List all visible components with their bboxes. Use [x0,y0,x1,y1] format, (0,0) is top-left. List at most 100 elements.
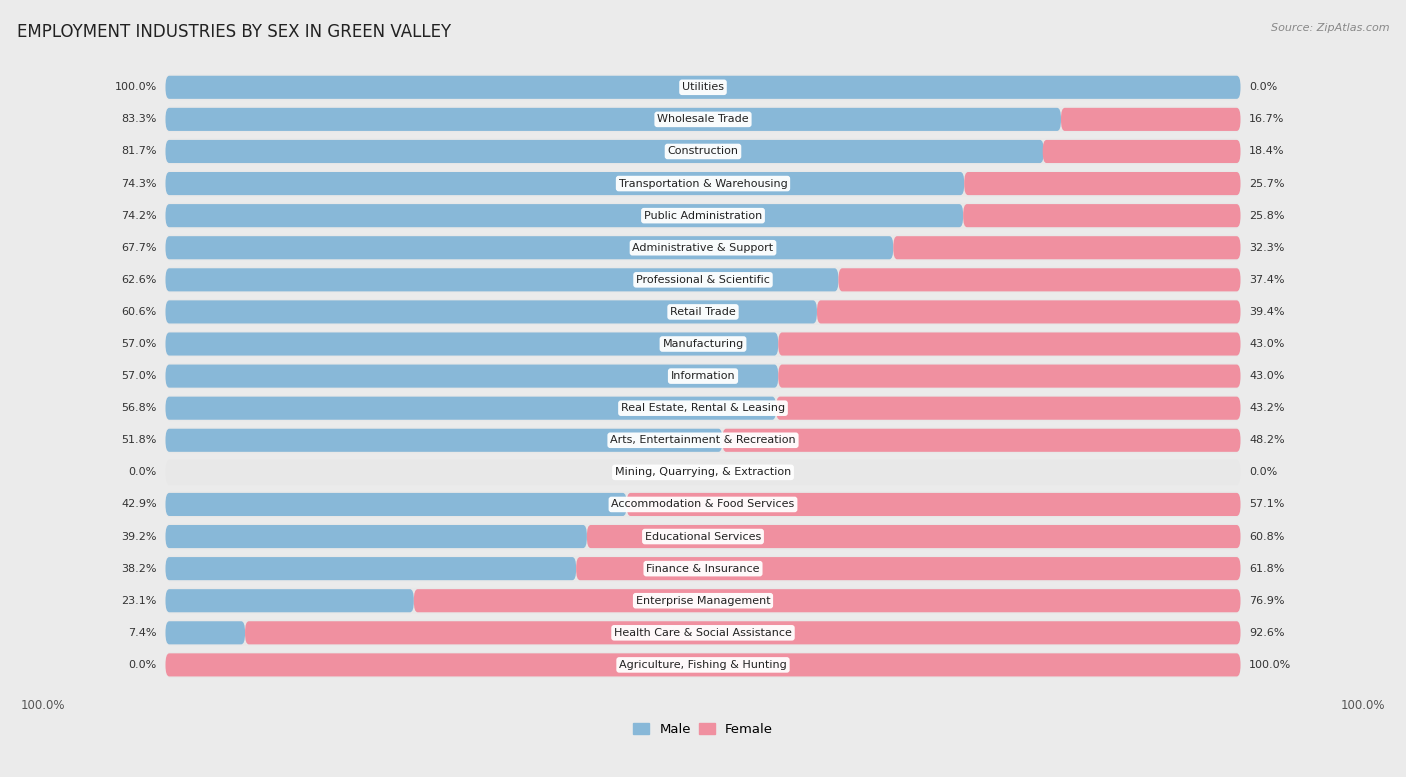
FancyBboxPatch shape [166,364,1240,389]
Text: 0.0%: 0.0% [1249,82,1277,92]
FancyBboxPatch shape [838,268,1240,291]
FancyBboxPatch shape [166,171,1240,197]
Text: 57.0%: 57.0% [121,371,157,381]
Text: 23.1%: 23.1% [121,596,157,606]
FancyBboxPatch shape [1062,108,1240,131]
Text: Agriculture, Fishing & Hunting: Agriculture, Fishing & Hunting [619,660,787,670]
FancyBboxPatch shape [166,140,1043,163]
FancyBboxPatch shape [723,429,1240,452]
Text: 100.0%: 100.0% [1341,699,1386,712]
Text: 92.6%: 92.6% [1249,628,1285,638]
FancyBboxPatch shape [166,652,1240,678]
Text: 0.0%: 0.0% [1249,467,1277,477]
Text: 81.7%: 81.7% [121,147,157,156]
Text: 60.6%: 60.6% [122,307,157,317]
FancyBboxPatch shape [166,203,1240,228]
Text: EMPLOYMENT INDUSTRIES BY SEX IN GREEN VALLEY: EMPLOYMENT INDUSTRIES BY SEX IN GREEN VA… [17,23,451,41]
Text: 83.3%: 83.3% [121,114,157,124]
FancyBboxPatch shape [166,267,1240,293]
FancyBboxPatch shape [166,427,1240,453]
Text: 18.4%: 18.4% [1249,147,1285,156]
FancyBboxPatch shape [166,108,1062,131]
Text: 62.6%: 62.6% [121,275,157,285]
Text: 57.0%: 57.0% [121,339,157,349]
Text: 16.7%: 16.7% [1249,114,1285,124]
Text: Enterprise Management: Enterprise Management [636,596,770,606]
Text: 74.3%: 74.3% [121,179,157,189]
Legend: Male, Female: Male, Female [627,718,779,742]
FancyBboxPatch shape [166,589,413,612]
FancyBboxPatch shape [166,459,1240,485]
FancyBboxPatch shape [166,299,1240,325]
FancyBboxPatch shape [779,364,1240,388]
FancyBboxPatch shape [166,556,1240,581]
Text: 61.8%: 61.8% [1249,563,1285,573]
Text: 74.2%: 74.2% [121,211,157,221]
Text: 100.0%: 100.0% [1249,660,1291,670]
Text: Construction: Construction [668,147,738,156]
FancyBboxPatch shape [166,395,1240,421]
Text: 51.8%: 51.8% [121,435,157,445]
Text: 76.9%: 76.9% [1249,596,1285,606]
Text: 42.9%: 42.9% [121,500,157,510]
Text: 43.2%: 43.2% [1249,403,1285,413]
Text: 57.1%: 57.1% [1249,500,1285,510]
FancyBboxPatch shape [166,106,1240,132]
FancyBboxPatch shape [893,236,1240,260]
FancyBboxPatch shape [166,557,576,580]
FancyBboxPatch shape [1043,140,1240,163]
FancyBboxPatch shape [627,493,1240,516]
Text: Real Estate, Rental & Leasing: Real Estate, Rental & Leasing [621,403,785,413]
Text: 25.7%: 25.7% [1249,179,1285,189]
FancyBboxPatch shape [166,172,965,195]
Text: 0.0%: 0.0% [129,467,157,477]
FancyBboxPatch shape [166,75,1240,100]
Text: Information: Information [671,371,735,381]
Text: 67.7%: 67.7% [121,242,157,253]
Text: 100.0%: 100.0% [20,699,65,712]
FancyBboxPatch shape [166,525,586,548]
Text: 0.0%: 0.0% [129,660,157,670]
FancyBboxPatch shape [166,331,1240,357]
Text: 48.2%: 48.2% [1249,435,1285,445]
Text: 37.4%: 37.4% [1249,275,1285,285]
FancyBboxPatch shape [817,301,1240,323]
Text: 39.4%: 39.4% [1249,307,1285,317]
Text: Public Administration: Public Administration [644,211,762,221]
FancyBboxPatch shape [166,429,723,452]
FancyBboxPatch shape [586,525,1240,548]
FancyBboxPatch shape [166,653,1240,677]
Text: Administrative & Support: Administrative & Support [633,242,773,253]
FancyBboxPatch shape [166,333,779,356]
Text: Source: ZipAtlas.com: Source: ZipAtlas.com [1271,23,1389,33]
FancyBboxPatch shape [166,588,1240,614]
FancyBboxPatch shape [166,235,1240,260]
Text: Arts, Entertainment & Recreation: Arts, Entertainment & Recreation [610,435,796,445]
Text: Professional & Scientific: Professional & Scientific [636,275,770,285]
Text: Manufacturing: Manufacturing [662,339,744,349]
FancyBboxPatch shape [166,364,779,388]
FancyBboxPatch shape [166,622,245,644]
Text: Health Care & Social Assistance: Health Care & Social Assistance [614,628,792,638]
FancyBboxPatch shape [166,524,1240,549]
Text: Accommodation & Food Services: Accommodation & Food Services [612,500,794,510]
Text: Finance & Insurance: Finance & Insurance [647,563,759,573]
Text: Utilities: Utilities [682,82,724,92]
Text: Educational Services: Educational Services [645,531,761,542]
Text: 39.2%: 39.2% [121,531,157,542]
FancyBboxPatch shape [166,236,893,260]
FancyBboxPatch shape [245,622,1240,644]
FancyBboxPatch shape [776,396,1240,420]
Text: 100.0%: 100.0% [115,82,157,92]
Text: 56.8%: 56.8% [121,403,157,413]
FancyBboxPatch shape [166,301,817,323]
FancyBboxPatch shape [576,557,1240,580]
Text: 25.8%: 25.8% [1249,211,1285,221]
FancyBboxPatch shape [166,493,627,516]
FancyBboxPatch shape [166,204,963,227]
FancyBboxPatch shape [965,172,1240,195]
Text: Wholesale Trade: Wholesale Trade [657,114,749,124]
FancyBboxPatch shape [166,138,1240,164]
Text: Mining, Quarrying, & Extraction: Mining, Quarrying, & Extraction [614,467,792,477]
FancyBboxPatch shape [413,589,1240,612]
